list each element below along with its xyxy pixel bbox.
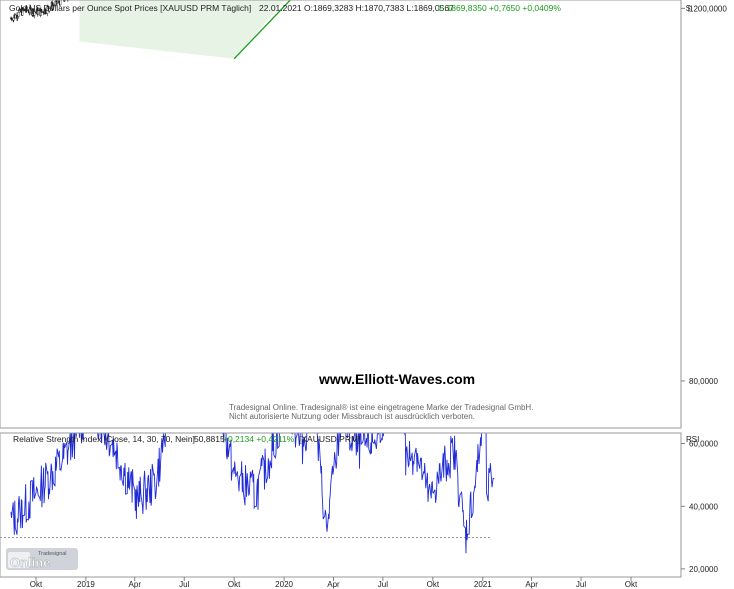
tradesignal-logo: Tradesignal Online xyxy=(6,548,78,570)
rsi-value: 50,8815 xyxy=(194,434,225,444)
rsi-pane-frame xyxy=(0,432,682,578)
rsi-header: Relative Strength Index [Close, 14, 30, … xyxy=(13,434,360,444)
price-pane[interactable] xyxy=(10,0,681,60)
rsi-pane[interactable] xyxy=(0,343,495,554)
candle-body xyxy=(18,9,21,13)
watermark-site: www.Elliott-Waves.com xyxy=(318,371,475,387)
price-tick-label: 1200,0000 xyxy=(689,4,727,13)
x-tick-label: Jul xyxy=(378,580,388,589)
candle-body xyxy=(41,11,43,13)
candle-body xyxy=(48,8,51,12)
rsi-line xyxy=(10,433,495,554)
x-tick-label: Okt xyxy=(427,580,440,589)
x-tick-label: Jul xyxy=(179,580,189,589)
logo-small-text: Tradesignal xyxy=(38,551,67,557)
price-ohlc: O:1869,3283 H:1870,7383 L:1869,0567 xyxy=(304,3,454,13)
price-date: 22.01.2021 xyxy=(259,3,302,13)
watermark: www.Elliott-Waves.com Tradesignal Online… xyxy=(229,371,533,421)
x-tick-label: 2019 xyxy=(77,580,95,589)
rsi-symbol: [XAUUSD PRM] xyxy=(299,434,360,444)
rsi-title: Relative Strength Index [Close, 14, 30, … xyxy=(13,434,195,444)
candle-body xyxy=(10,17,13,21)
rsi-change: +0,2134 +0,4211% xyxy=(223,434,295,444)
candle-body xyxy=(37,10,40,15)
x-tick-label: Okt xyxy=(228,580,241,589)
price-pane-frame xyxy=(0,0,682,429)
rsi-tick-label: 20,0000 xyxy=(689,565,718,574)
candle-body xyxy=(44,12,47,14)
x-tick-label: Jul xyxy=(576,580,586,589)
x-tick-label: Apr xyxy=(327,580,340,589)
candle-body xyxy=(22,8,24,11)
candle-body xyxy=(59,0,62,6)
price-axis-label: $ xyxy=(686,4,691,13)
x-tick-label: Apr xyxy=(129,580,142,589)
rsi-tick-label: 40,0000 xyxy=(689,502,718,511)
price-header: Gold US Dollars per Ounce Spot Prices [X… xyxy=(9,3,561,13)
candles xyxy=(10,0,69,23)
candle-body xyxy=(52,5,55,7)
price-close-change: C:1869,8350 +0,7650 +0,0409% xyxy=(438,3,561,13)
rsi-tick-label: 60,0000 xyxy=(689,440,718,449)
candle-body xyxy=(29,6,32,10)
watermark-line2: Nicht autorisierte Nutzung oder Missbrau… xyxy=(229,412,475,421)
x-tick-label: 2021 xyxy=(474,580,492,589)
candle-body xyxy=(25,6,28,11)
rsi-axis-label: RSI xyxy=(686,435,699,444)
x-tick-label: 2020 xyxy=(275,580,293,589)
x-tick-label: Okt xyxy=(30,580,43,589)
watermark-line1: Tradesignal Online. Tradesignal® ist ein… xyxy=(229,403,533,412)
channel-fill xyxy=(79,0,285,59)
x-tick-label: Apr xyxy=(525,580,538,589)
x-tick-label: Okt xyxy=(625,580,638,589)
price-title: Gold US Dollars per Ounce Spot Prices [X… xyxy=(9,3,251,13)
candle-body xyxy=(14,14,17,19)
candle-body xyxy=(56,2,59,4)
rsi-tick-label: 80,0000 xyxy=(689,377,718,386)
logo-text: Online xyxy=(10,555,50,570)
candle-body xyxy=(33,11,36,16)
